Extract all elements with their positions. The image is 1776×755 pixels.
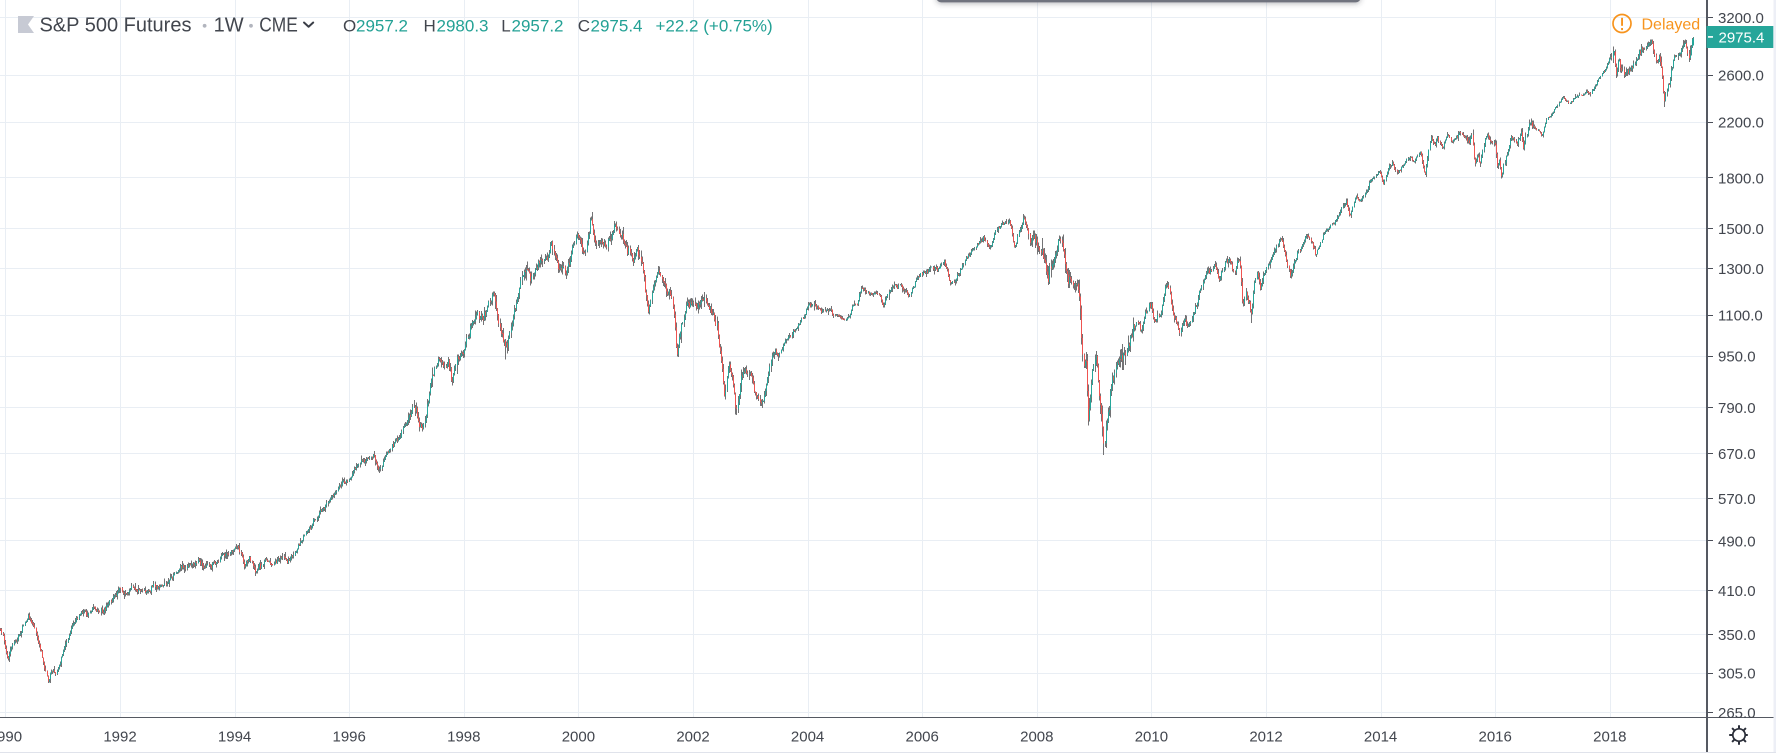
svg-text:490.0: 490.0 [1718, 533, 1756, 550]
svg-text:+22.2 (+0.75%): +22.2 (+0.75%) [656, 17, 773, 36]
svg-text:2957.2: 2957.2 [356, 17, 408, 36]
svg-text:1992: 1992 [103, 729, 136, 746]
svg-text:1W: 1W [214, 15, 244, 37]
svg-text:1990: 1990 [0, 729, 22, 746]
svg-text:2012: 2012 [1249, 729, 1282, 746]
svg-text:670.0: 670.0 [1718, 446, 1756, 463]
svg-text:1800.0: 1800.0 [1718, 170, 1764, 187]
svg-text:2010: 2010 [1135, 729, 1168, 746]
svg-text:2002: 2002 [676, 729, 709, 746]
svg-text:2957.2: 2957.2 [512, 17, 564, 36]
svg-text:1300.0: 1300.0 [1718, 261, 1764, 278]
svg-text:1500.0: 1500.0 [1718, 221, 1764, 238]
svg-text:265.0: 265.0 [1718, 705, 1756, 722]
svg-text:1998: 1998 [447, 729, 480, 746]
svg-text:2014: 2014 [1364, 729, 1397, 746]
svg-text:2975.4: 2975.4 [591, 17, 643, 36]
svg-text:3200.0: 3200.0 [1718, 10, 1764, 27]
svg-text:S&P 500 Futures: S&P 500 Futures [40, 15, 192, 37]
svg-text:CME: CME [259, 15, 298, 37]
svg-text:305.0: 305.0 [1718, 666, 1756, 683]
svg-text:350.0: 350.0 [1718, 627, 1756, 644]
svg-text:2008: 2008 [1020, 729, 1053, 746]
svg-text:2004: 2004 [791, 729, 824, 746]
svg-text:Delayed: Delayed [1642, 16, 1701, 33]
svg-text:2200.0: 2200.0 [1718, 114, 1764, 131]
svg-text:O: O [343, 17, 356, 36]
svg-text:2980.3: 2980.3 [437, 17, 489, 36]
svg-text:950.0: 950.0 [1718, 349, 1756, 366]
svg-text:1996: 1996 [333, 729, 366, 746]
svg-text:410.0: 410.0 [1718, 583, 1756, 600]
svg-text:570.0: 570.0 [1718, 491, 1756, 508]
svg-text:1994: 1994 [218, 729, 251, 746]
svg-text:2000: 2000 [562, 729, 595, 746]
svg-text:2006: 2006 [906, 729, 939, 746]
svg-text:C: C [578, 17, 590, 36]
svg-text:790.0: 790.0 [1718, 400, 1756, 417]
svg-text:2975.4: 2975.4 [1719, 30, 1765, 47]
svg-text:2600.0: 2600.0 [1718, 68, 1764, 85]
svg-text:H: H [424, 17, 436, 36]
svg-text:L: L [501, 17, 510, 36]
svg-text:2018: 2018 [1593, 729, 1626, 746]
svg-text:1100.0: 1100.0 [1718, 308, 1763, 325]
svg-text:2016: 2016 [1479, 729, 1512, 746]
